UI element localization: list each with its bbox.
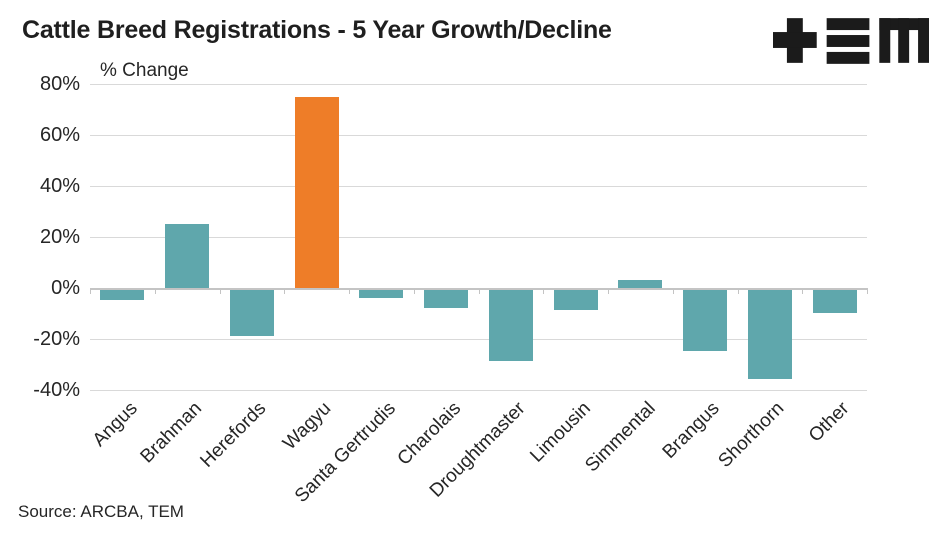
axis-tick	[802, 288, 804, 294]
chart-title: Cattle Breed Registrations - 5 Year Grow…	[22, 16, 612, 44]
x-category-label: Brangus	[659, 398, 724, 463]
bar-santa-gertrudis	[359, 290, 404, 298]
x-category-label: Wagyu	[279, 398, 336, 455]
gridline	[90, 186, 867, 187]
bar-shorthorn	[747, 290, 792, 380]
gridline	[90, 237, 867, 238]
axis-tick	[478, 288, 480, 294]
axis-tick	[737, 288, 739, 294]
y-tick-label: 80%	[39, 73, 80, 95]
y-tick-label: 20%	[39, 226, 80, 248]
bar-brangus	[683, 290, 728, 352]
axis-tick	[154, 288, 156, 294]
y-tick-label: 0%	[51, 277, 80, 299]
axis-tick	[90, 288, 91, 294]
bar-limousin	[553, 290, 598, 311]
axis-tick	[349, 288, 350, 294]
gridline	[90, 390, 867, 391]
bar-brahman	[165, 224, 210, 288]
axis-tick	[867, 288, 868, 294]
x-category-label: Angus	[88, 398, 142, 451]
logo-plus-horizontal	[773, 32, 817, 48]
axis-tick	[543, 288, 545, 294]
logo-m-left	[879, 18, 891, 63]
axis-tick	[672, 288, 674, 294]
bar-droughtmaster	[488, 290, 533, 362]
gridline	[90, 84, 867, 85]
source-note: Source: ARCBA, TEM	[18, 502, 184, 521]
y-tick-label: 40%	[39, 175, 80, 197]
bar-angus	[100, 290, 145, 301]
logo-bar-bottom	[826, 51, 870, 64]
tem-logo-glyphs	[773, 18, 930, 64]
axis-tick	[284, 288, 286, 294]
axis-tick	[413, 288, 415, 294]
y-axis-title: % Change	[100, 60, 189, 81]
bar-simmental	[618, 280, 663, 288]
bar-charolais	[424, 290, 469, 308]
gridline	[90, 135, 867, 136]
logo-bar-middle	[826, 35, 870, 47]
y-tick-label: -20%	[33, 328, 80, 350]
x-category-label: Herefords	[196, 398, 271, 472]
plot-area	[90, 84, 868, 391]
logo-bar-top	[826, 18, 870, 31]
bar-other	[812, 290, 857, 313]
x-category-label: Shorthorn	[714, 398, 789, 472]
bar-wagyu	[294, 96, 339, 288]
gridline	[90, 339, 867, 340]
y-tick-label: -40%	[33, 379, 80, 401]
x-category-label: Other	[805, 398, 854, 447]
y-tick-label: 60%	[39, 124, 80, 146]
axis-tick	[608, 288, 609, 294]
logo-m-middle	[898, 18, 910, 63]
tem-logo	[773, 18, 930, 64]
bar-herefords	[229, 290, 274, 336]
logo-m-right	[918, 18, 930, 63]
axis-tick	[219, 288, 221, 294]
